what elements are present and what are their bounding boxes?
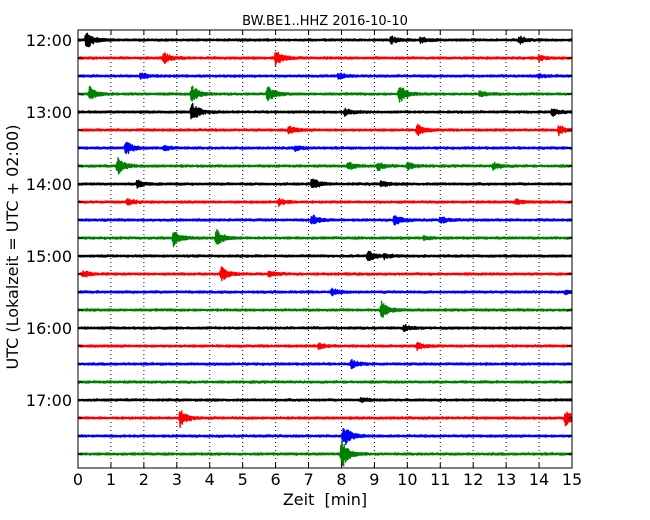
seismic-trace [77,250,573,262]
seismic-trace [77,341,573,352]
y-tick-label: 16:00 [26,319,72,338]
x-tick-label: 10 [397,470,417,489]
seismic-trace [77,410,573,429]
plot-frame [77,29,573,469]
seismic-trace [77,157,573,175]
y-tick-label: 17:00 [26,391,72,410]
seismic-trace [77,214,573,226]
x-tick-label: 8 [336,470,346,489]
x-tick-label: 6 [271,470,281,489]
seismic-trace [77,102,573,120]
seismic-trace [77,427,573,446]
seismic-trace [77,439,573,467]
seismic-trace [77,300,573,318]
seismic-trace [77,266,573,282]
seismic-trace [77,323,573,333]
x-tick-label: 12 [463,470,483,489]
grid-lines [110,30,540,468]
x-tick-label: 5 [238,470,248,489]
seismic-trace [77,72,573,80]
seismic-trace [77,358,573,370]
y-axis-ticks: 12:00 13:00 14:00 15:00 16:00 17:00 [26,31,572,455]
chart-title: BW.BE1..HHZ 2016-10-10 [242,14,408,29]
x-tick-label: 11 [430,470,450,489]
seismic-trace [77,229,573,248]
trace-lines [77,32,573,467]
y-tick-label: 13:00 [26,103,72,122]
x-tick-label: 2 [139,470,149,489]
seismic-trace [77,32,573,48]
x-tick-label: 0 [73,470,83,489]
x-tick-label: 1 [106,470,116,489]
x-tick-label: 4 [205,470,215,489]
seismic-trace [77,51,573,66]
x-axis-label: Zeit [min] [283,490,367,509]
seismic-trace [77,85,573,103]
x-tick-label: 9 [369,470,379,489]
seismic-trace [77,380,573,384]
x-tick-label: 3 [172,470,182,489]
y-tick-label: 14:00 [26,175,72,194]
x-tick-label: 7 [303,470,313,489]
y-axis-label: UTC (Lokalzeit = UTC + 02:00) [3,125,22,370]
x-tick-label: 14 [529,470,549,489]
seismic-trace [77,197,573,208]
seismic-trace [77,141,573,155]
seismic-trace [77,178,573,189]
x-tick-label: 15 [562,470,582,489]
x-tick-label: 13 [496,470,516,489]
y-tick-label: 12:00 [26,31,72,50]
seismic-trace [77,397,573,404]
seismic-trace [77,123,573,137]
y-tick-label: 15:00 [26,247,72,266]
x-axis-ticks: 0 1 2 3 4 5 6 7 8 9 10 11 12 13 14 15 [73,30,582,489]
seismic-trace [77,287,573,297]
